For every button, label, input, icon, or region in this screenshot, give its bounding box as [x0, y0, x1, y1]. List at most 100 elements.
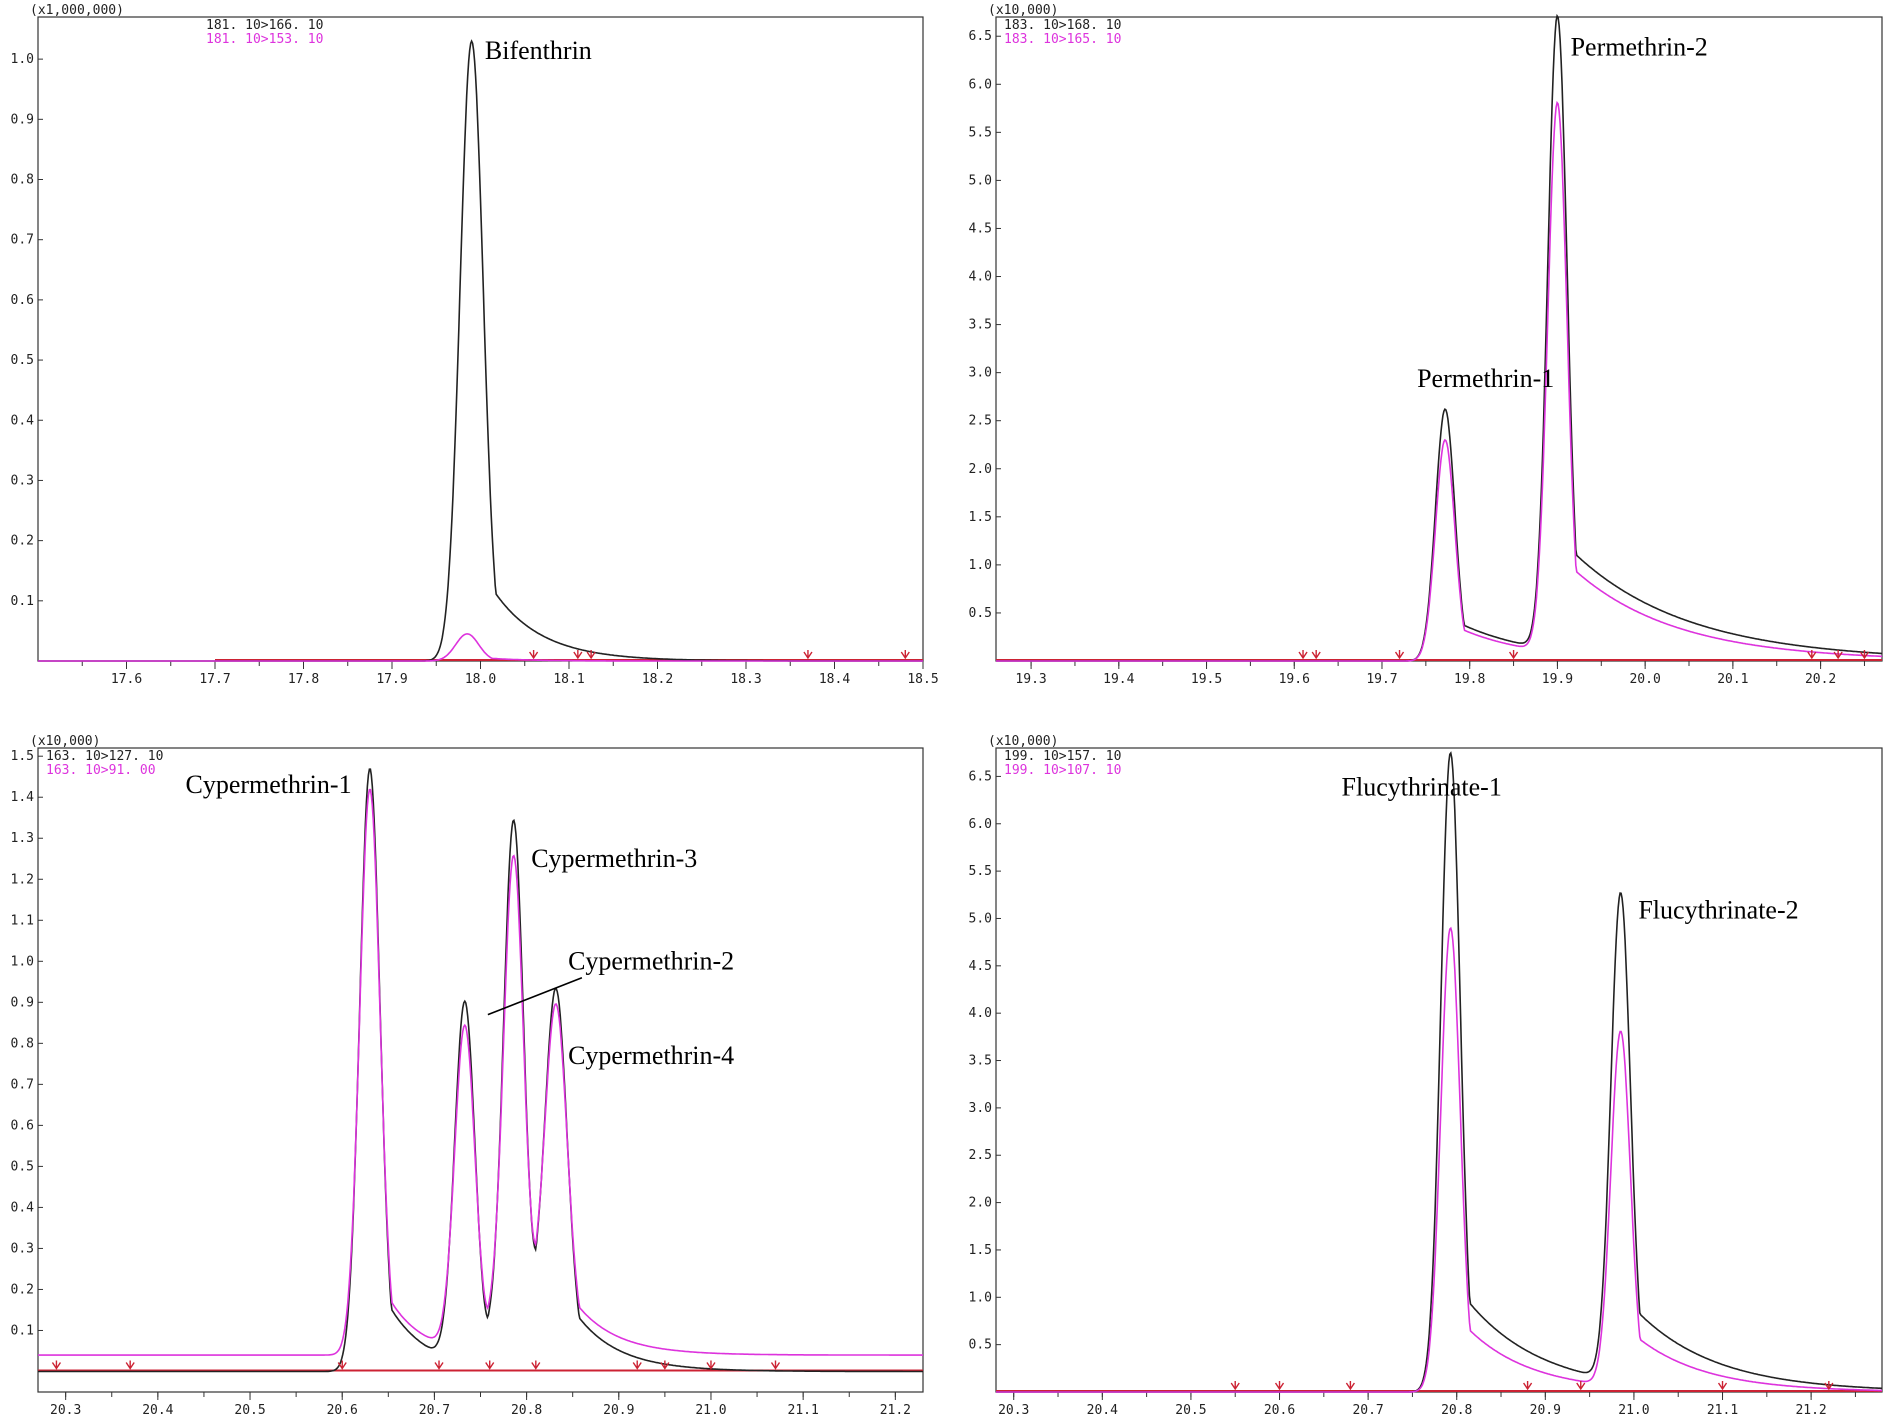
x-tick-label: 17.7	[199, 672, 230, 687]
x-tick-label: 20.6	[327, 1403, 358, 1417]
y-tick-label: 6.0	[969, 817, 992, 832]
integration-marker	[1394, 650, 1405, 660]
y-tick-label: 0.3	[11, 473, 34, 488]
series-line	[38, 788, 923, 1356]
y-tick-label: 6.5	[969, 29, 992, 44]
x-tick-label: 20.7	[419, 1403, 450, 1417]
integration-marker	[485, 1360, 495, 1370]
y-tick-label: 0.5	[969, 606, 992, 621]
x-tick-label: 19.8	[1454, 672, 1485, 687]
y-scale-label: (x10,000)	[988, 734, 1058, 749]
panel-bottom-right: 0.5 1.0 1.5 2.0 2.5 3.0 3.5 4.0 4.5 5.0 5.5 6.0 6.5 2…	[969, 734, 1883, 1417]
x-tick-label: 20.5	[234, 1403, 265, 1417]
y-tick-label: 4.0	[969, 1006, 992, 1021]
y-tick-label: 0.9	[11, 995, 34, 1010]
x-tick-label: 19.6	[1279, 672, 1310, 687]
peak-label: Bifenthrin	[485, 36, 592, 65]
integration-marker	[434, 1360, 444, 1370]
x-tick-label: 20.6	[1264, 1403, 1295, 1417]
y-tick-label: 0.4	[11, 1200, 35, 1215]
integration-marker	[1523, 1381, 1533, 1391]
y-tick-label: 0.6	[11, 293, 34, 308]
integration-marker	[1508, 650, 1519, 660]
x-tick-label: 20.9	[603, 1403, 634, 1417]
legend-entry: 163. 10>127. 10	[46, 749, 163, 764]
integration-marker	[1717, 1381, 1728, 1391]
y-tick-label: 1.2	[11, 872, 34, 887]
x-tick-label: 20.4	[1087, 1403, 1118, 1417]
integration-marker	[1824, 1381, 1834, 1391]
y-tick-label: 6.0	[969, 77, 992, 92]
x-tick-label: 18.3	[730, 672, 761, 687]
peak-label: Cypermethrin-3	[531, 844, 697, 873]
legend-entry: 181. 10>153. 10	[206, 32, 323, 47]
y-tick-label: 6.5	[969, 769, 992, 784]
y-tick-label: 0.1	[11, 1323, 34, 1338]
integration-marker	[1345, 1381, 1355, 1391]
x-tick-label: 18.0	[465, 672, 496, 687]
integration-marker	[1576, 1381, 1586, 1391]
x-tick-label: 17.9	[376, 672, 407, 687]
x-tick-label: 21.0	[695, 1403, 726, 1417]
y-tick-label: 2.0	[969, 1196, 992, 1211]
y-tick-label: 0.6	[11, 1118, 34, 1133]
integration-marker	[803, 650, 813, 660]
y-tick-label: 1.0	[11, 52, 34, 67]
y-tick-label: 4.0	[969, 270, 992, 285]
y-tick-label: 5.5	[969, 864, 992, 879]
x-tick-label: 21.2	[1795, 1403, 1826, 1417]
y-tick-label: 0.7	[11, 1077, 34, 1092]
y-tick-label: 5.5	[969, 125, 992, 140]
legend-entry: 183. 10>165. 10	[1004, 32, 1121, 47]
y-tick-label: 1.3	[11, 831, 34, 846]
y-tick-label: 5.0	[969, 911, 992, 926]
y-tick-label: 3.5	[969, 1054, 992, 1069]
y-scale-label: (x10,000)	[30, 734, 100, 749]
x-tick-label: 20.1	[1717, 672, 1748, 687]
integration-marker	[337, 1360, 347, 1370]
x-tick-label: 20.8	[511, 1403, 542, 1417]
series-line	[38, 633, 923, 662]
integration-marker	[770, 1360, 781, 1370]
y-tick-label: 1.5	[11, 749, 34, 764]
x-tick-label: 18.4	[819, 672, 850, 687]
integration-marker	[573, 650, 583, 660]
x-tick-label: 18.2	[642, 672, 673, 687]
x-tick-label: 20.3	[998, 1403, 1029, 1417]
x-tick-label: 21.1	[1707, 1403, 1738, 1417]
annotation-leader-line	[487, 976, 583, 1016]
integration-marker	[632, 1360, 642, 1370]
y-tick-label: 0.8	[11, 1036, 34, 1051]
x-tick-label: 19.4	[1103, 672, 1134, 687]
y-tick-label: 1.0	[969, 558, 992, 573]
y-tick-label: 3.0	[969, 1101, 992, 1116]
panel-bottom-left: 0.1 0.2 0.3 0.4 0.5 0.6 0.7 0.8 0.9 1.0 1.1 1.2 1.3 1…	[11, 734, 924, 1417]
x-tick-label: 19.5	[1191, 672, 1222, 687]
y-tick-label: 1.5	[969, 1243, 992, 1258]
integration-marker	[531, 1360, 541, 1370]
y-tick-label: 0.4	[11, 413, 35, 428]
y-tick-label: 4.5	[969, 959, 992, 974]
integration-marker	[529, 650, 539, 660]
plot-frame	[995, 16, 1883, 662]
x-tick-label: 18.1	[553, 672, 584, 687]
y-tick-label: 5.0	[969, 173, 992, 188]
integration-marker	[125, 1360, 135, 1370]
x-tick-label: 20.4	[142, 1403, 173, 1417]
y-tick-label: 2.0	[969, 462, 992, 477]
y-tick-label: 0.2	[11, 1282, 34, 1297]
integration-marker	[1230, 1381, 1240, 1391]
y-tick-label: 0.5	[11, 353, 34, 368]
y-scale-label: (x1,000,000)	[30, 3, 124, 18]
y-tick-label: 0.3	[11, 1241, 34, 1256]
peak-label: Flucythrinate-1	[1342, 772, 1502, 801]
plot-frame	[37, 16, 924, 662]
y-tick-label: 0.2	[11, 534, 34, 549]
y-tick-label: 2.5	[969, 1148, 992, 1163]
panel-top-left: 0.1 0.2 0.3 0.4 0.5 0.6 0.7 0.8 0.9 1.0 17.6 17.7 17…	[11, 3, 939, 687]
y-tick-label: 0.5	[11, 1159, 34, 1174]
y-tick-label: 0.8	[11, 173, 34, 188]
x-tick-label: 18.5	[907, 672, 938, 687]
y-tick-label: 4.5	[969, 221, 992, 236]
